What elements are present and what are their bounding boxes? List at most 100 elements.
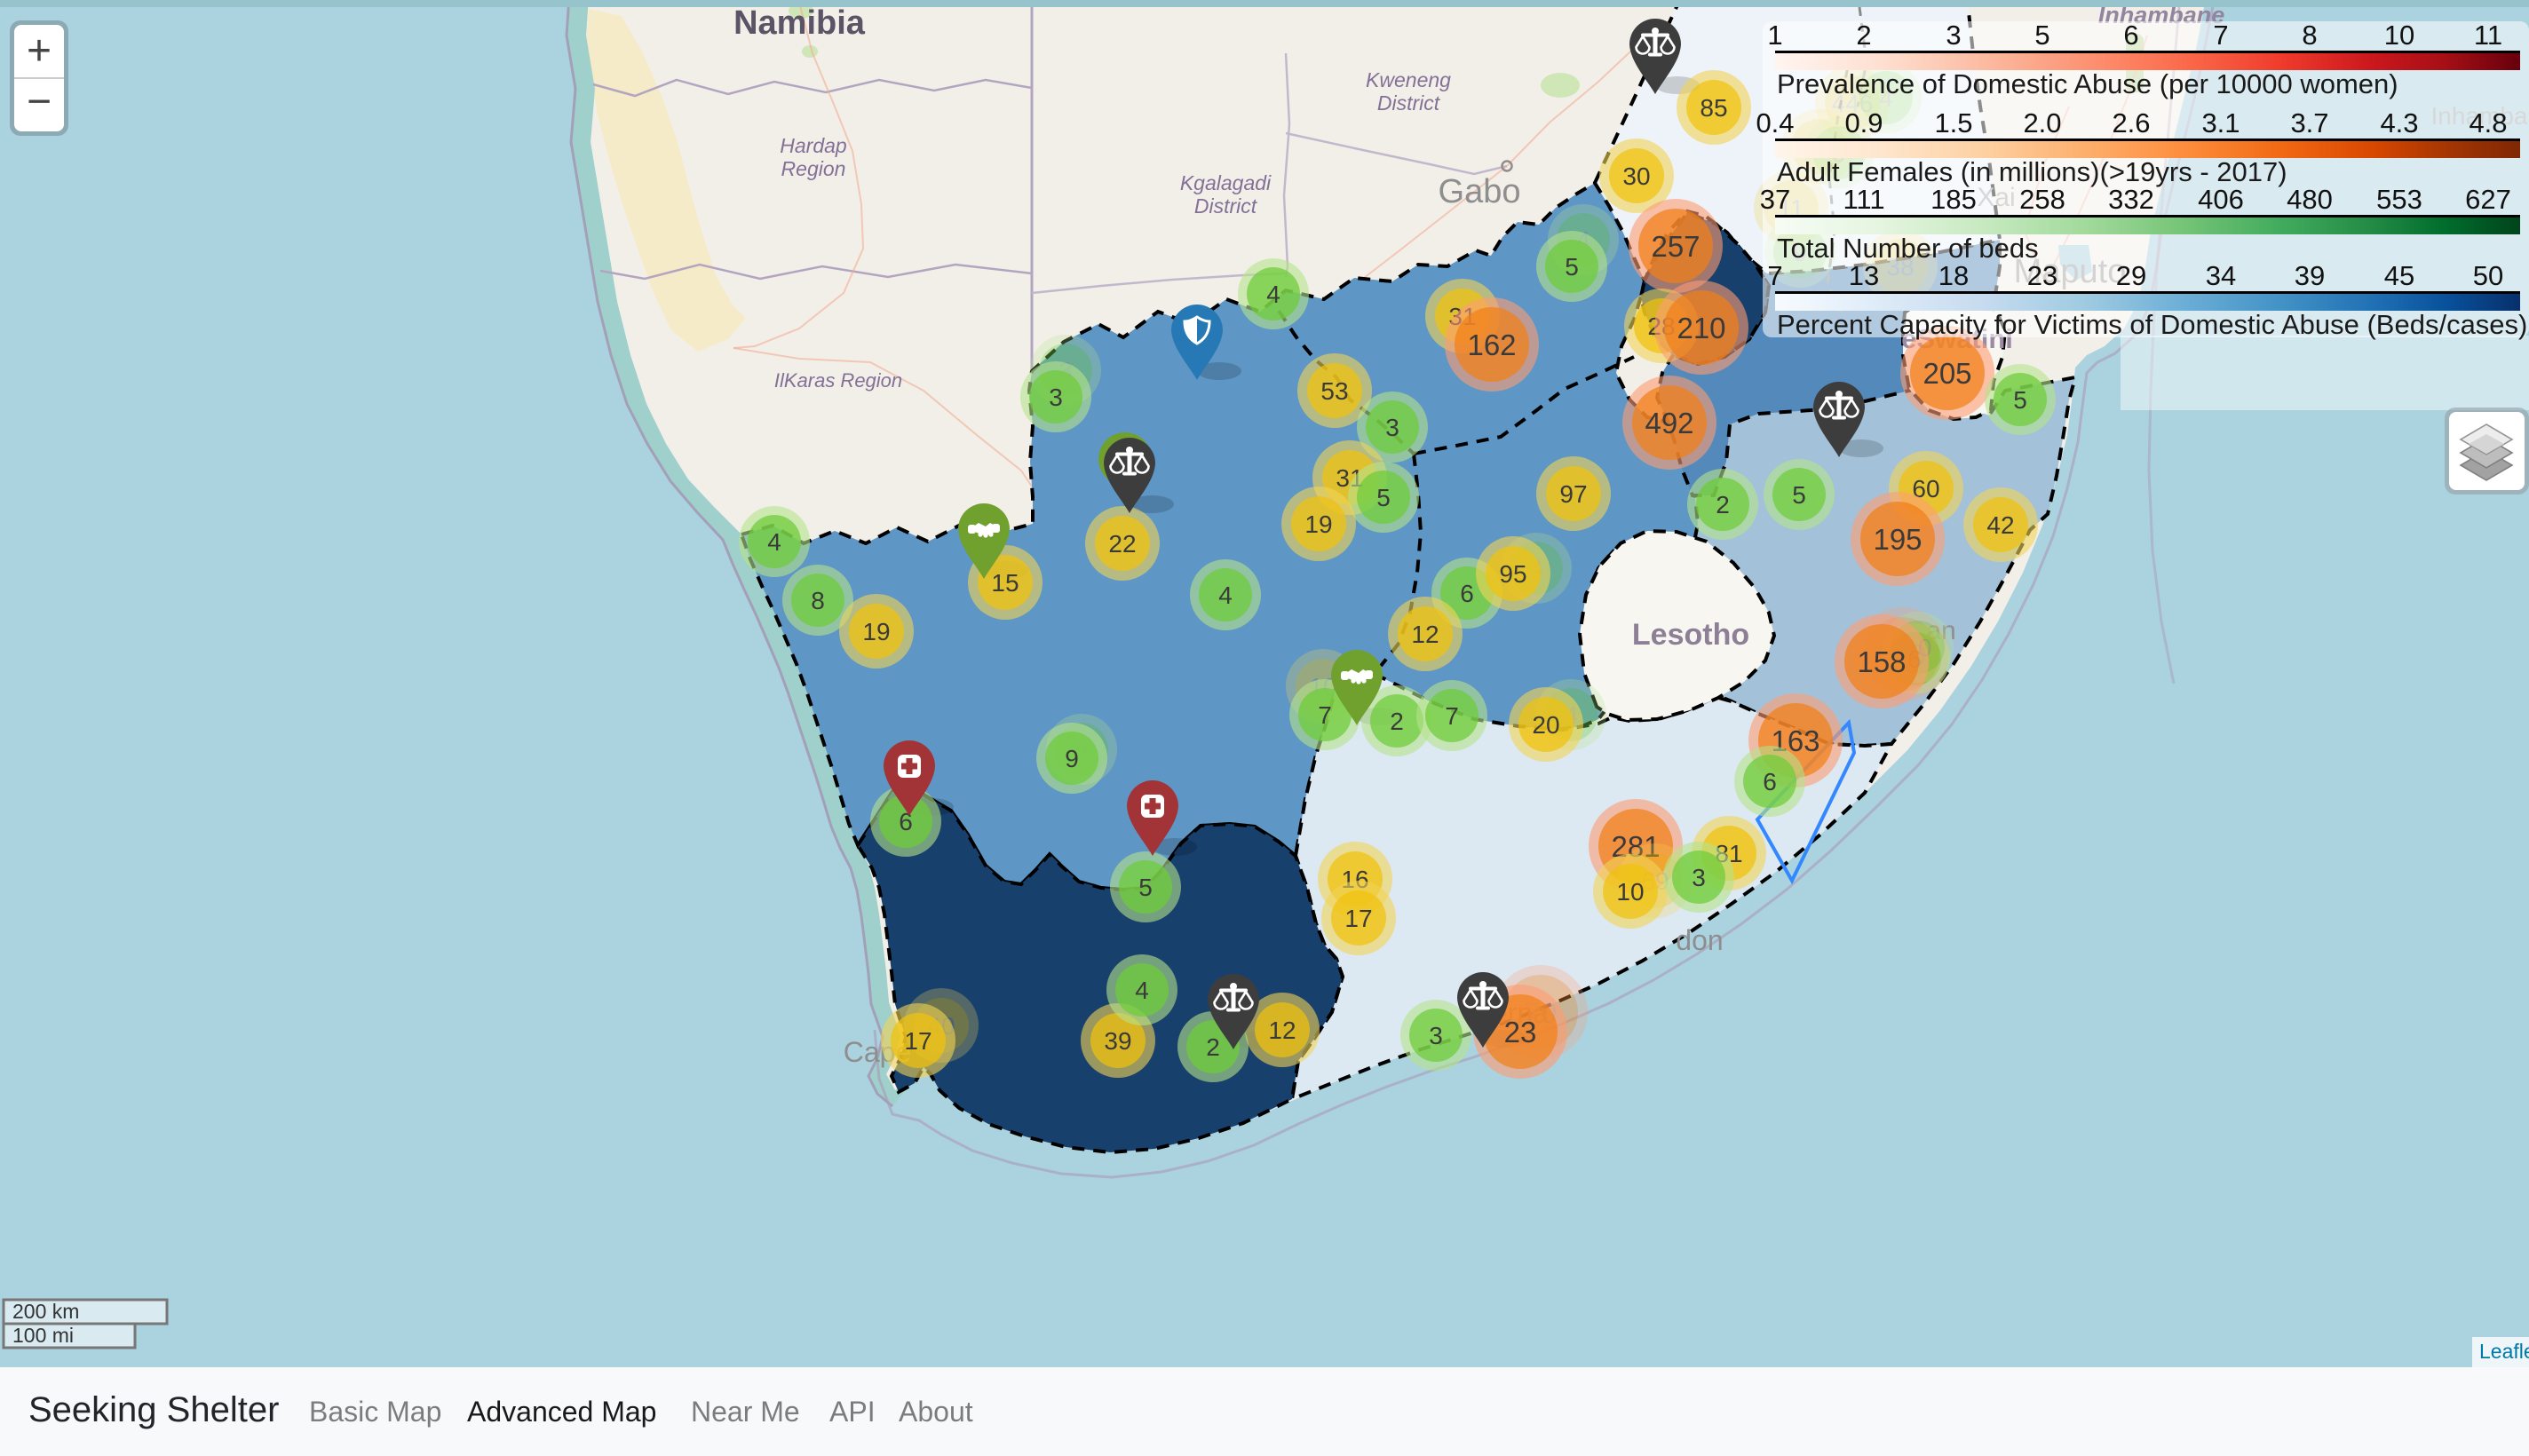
svg-text:2: 2 — [1206, 1033, 1220, 1061]
svg-text:37: 37 — [1760, 184, 1790, 215]
svg-text:4.8: 4.8 — [2469, 107, 2507, 138]
svg-text:42: 42 — [1986, 511, 2014, 539]
svg-text:+: + — [27, 28, 52, 75]
svg-text:2: 2 — [1856, 20, 1871, 51]
svg-text:Gabo: Gabo — [1439, 173, 1521, 210]
svg-text:13: 13 — [1849, 260, 1879, 291]
svg-text:0.9: 0.9 — [1844, 107, 1883, 138]
svg-text:Total Number of beds: Total Number of beds — [1777, 233, 2039, 264]
svg-text:Region: Region — [781, 157, 846, 180]
svg-text:39: 39 — [1104, 1027, 1131, 1055]
svg-text:10: 10 — [2384, 20, 2414, 51]
svg-text:3.7: 3.7 — [2290, 107, 2328, 138]
svg-text:2.0: 2.0 — [2023, 107, 2061, 138]
svg-text:don: don — [1676, 924, 1723, 956]
svg-text:Kgalagadi: Kgalagadi — [1180, 171, 1272, 194]
svg-text:5: 5 — [1565, 253, 1579, 281]
svg-text:Adult Females (in millions)(>1: Adult Females (in millions)(>19yrs - 201… — [1777, 156, 2287, 187]
svg-text:IlKaras Region: IlKaras Region — [774, 369, 902, 392]
svg-text:7: 7 — [1767, 260, 1782, 291]
svg-text:162: 162 — [1467, 328, 1516, 361]
svg-text:1.5: 1.5 — [1934, 107, 1972, 138]
svg-text:3: 3 — [1385, 414, 1399, 441]
svg-text:39: 39 — [2295, 260, 2325, 291]
svg-text:11: 11 — [2474, 20, 2502, 51]
svg-text:2.6: 2.6 — [2112, 107, 2150, 138]
svg-text:22: 22 — [1108, 530, 1136, 558]
svg-text:District: District — [1377, 91, 1441, 115]
svg-text:20: 20 — [1532, 711, 1559, 739]
svg-text:7: 7 — [2213, 20, 2228, 51]
svg-text:195: 195 — [1873, 523, 1922, 556]
svg-text:5: 5 — [1138, 874, 1153, 901]
svg-text:Lesotho: Lesotho — [1632, 618, 1749, 652]
svg-text:7: 7 — [1445, 702, 1459, 730]
svg-text:6: 6 — [1460, 580, 1474, 607]
svg-text:406: 406 — [2198, 184, 2244, 215]
svg-text:34: 34 — [2206, 260, 2236, 291]
svg-text:19: 19 — [862, 618, 890, 645]
svg-text:0.4: 0.4 — [1756, 107, 1794, 138]
svg-text:2: 2 — [1390, 708, 1404, 735]
svg-text:−: − — [27, 78, 52, 125]
svg-text:6: 6 — [1763, 768, 1777, 795]
svg-text:3: 3 — [1946, 20, 1961, 51]
svg-text:332: 332 — [2108, 184, 2154, 215]
svg-text:23: 23 — [1504, 1016, 1537, 1048]
svg-text:Hardap: Hardap — [780, 134, 847, 157]
svg-text:4: 4 — [1266, 281, 1280, 308]
svg-text:12: 12 — [1268, 1017, 1296, 1044]
svg-text:185: 185 — [1930, 184, 1977, 215]
svg-text:Kweneng: Kweneng — [1366, 68, 1451, 91]
svg-text:4: 4 — [1218, 582, 1233, 609]
svg-text:30: 30 — [1622, 162, 1650, 190]
svg-text:205: 205 — [1923, 357, 1971, 390]
svg-text:Prevalence of Domestic Abuse (: Prevalence of Domestic Abuse (per 10000 … — [1777, 68, 2398, 99]
svg-text:158: 158 — [1857, 645, 1906, 678]
svg-text:District: District — [1194, 194, 1258, 218]
svg-text:210: 210 — [1677, 312, 1725, 344]
svg-text:53: 53 — [1320, 377, 1348, 405]
svg-text:5: 5 — [1376, 484, 1391, 511]
svg-text:12: 12 — [1411, 621, 1439, 648]
svg-text:95: 95 — [1499, 560, 1526, 588]
svg-text:7: 7 — [1318, 701, 1332, 729]
svg-text:257: 257 — [1651, 230, 1700, 263]
svg-text:5: 5 — [1792, 481, 1806, 509]
svg-text:258: 258 — [2019, 184, 2065, 215]
svg-text:200 km: 200 km — [12, 1300, 79, 1323]
svg-text:5: 5 — [2034, 20, 2049, 51]
svg-text:100 mi: 100 mi — [12, 1324, 74, 1347]
svg-text:8: 8 — [2302, 20, 2317, 51]
svg-text:3.1: 3.1 — [2201, 107, 2240, 138]
svg-text:19: 19 — [1304, 510, 1332, 538]
svg-text:15: 15 — [991, 569, 1019, 597]
svg-text:Namibia: Namibia — [733, 4, 866, 42]
svg-text:17: 17 — [1344, 905, 1372, 932]
svg-text:45: 45 — [2384, 260, 2414, 291]
svg-text:50: 50 — [2473, 260, 2503, 291]
svg-text:10: 10 — [1616, 878, 1644, 906]
svg-text:3: 3 — [1692, 864, 1706, 891]
svg-text:9: 9 — [1065, 745, 1079, 772]
svg-text:29: 29 — [2116, 260, 2146, 291]
svg-text:4: 4 — [767, 528, 781, 556]
svg-text:4.3: 4.3 — [2380, 107, 2418, 138]
svg-text:111: 111 — [1843, 184, 1884, 215]
svg-text:627: 627 — [2465, 184, 2511, 215]
svg-text:1: 1 — [1767, 20, 1782, 51]
svg-text:6: 6 — [2123, 20, 2138, 51]
svg-text:85: 85 — [1700, 94, 1727, 122]
svg-text:4: 4 — [1135, 977, 1149, 1004]
svg-text:Percent Capacity for Victims o: Percent Capacity for Victims of Domestic… — [1777, 309, 2527, 340]
svg-text:3: 3 — [1429, 1022, 1443, 1049]
svg-text:2: 2 — [1716, 491, 1730, 518]
svg-text:17: 17 — [904, 1027, 932, 1055]
svg-text:97: 97 — [1559, 480, 1587, 508]
svg-text:492: 492 — [1645, 407, 1693, 439]
svg-text:480: 480 — [2287, 184, 2333, 215]
svg-text:5: 5 — [2013, 386, 2027, 414]
svg-text:8: 8 — [811, 587, 825, 614]
svg-text:Leafle: Leafle — [2479, 1340, 2529, 1363]
svg-text:3: 3 — [1049, 384, 1063, 411]
